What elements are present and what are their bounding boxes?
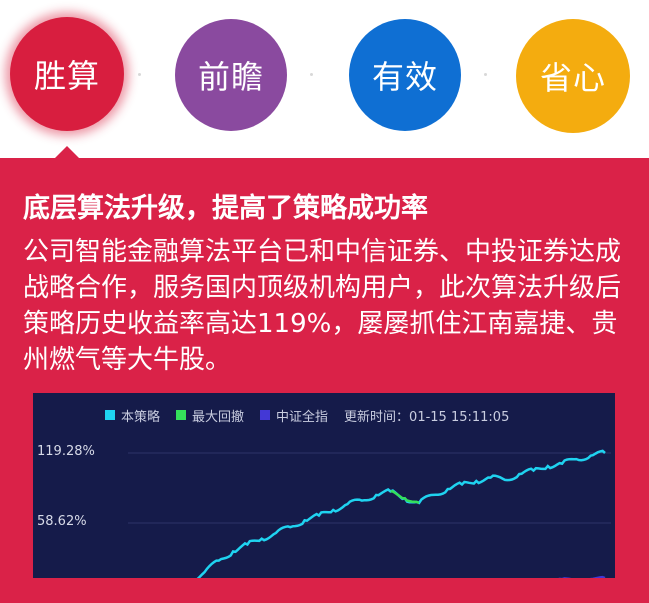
panel-pointer: [54, 146, 80, 159]
feature-win-rate[interactable]: 胜算: [10, 17, 124, 131]
chart-canvas: [128, 449, 611, 578]
y-tick-label: 58.62%: [37, 514, 87, 529]
series-strategy-line: [196, 449, 606, 578]
connector-dot: [484, 73, 487, 76]
legend-swatch: [260, 410, 271, 420]
series-drawdown-line: [390, 490, 420, 505]
legend-swatch: [176, 410, 187, 420]
chart-legend: 本策略 最大回撤 中证全指 更新时间：01-15 15:11:05: [105, 406, 525, 425]
legend-swatch: [105, 410, 115, 420]
connector-dot: [138, 73, 141, 76]
legend-item-strategy[interactable]: 本策略: [105, 406, 160, 425]
update-time-text: 更新时间：01-15 15:11:05: [344, 409, 510, 425]
feature-worry-free[interactable]: 省心: [516, 19, 630, 133]
performance-chart: 本策略 最大回撤 中证全指 更新时间：01-15 15:11:05 119.28…: [33, 393, 615, 578]
legend-item-index[interactable]: 中证全指: [260, 406, 328, 425]
legend-label: 中证全指: [276, 409, 329, 425]
legend-label: 最大回撤: [192, 409, 245, 425]
legend-item-drawdown[interactable]: 最大回撤: [176, 406, 244, 425]
feature-foresight[interactable]: 前瞻: [175, 19, 287, 131]
panel-description: 公司智能金融算法平台已和中信证券、中投证券达成战略合作，服务国内顶级机构用户，此…: [23, 237, 622, 375]
y-tick-label: 119.28%: [37, 444, 95, 459]
legend-label: 本策略: [121, 409, 161, 425]
series-index-line: [558, 575, 606, 578]
update-time: 更新时间：01-15 15:11:05: [344, 406, 509, 425]
panel-headline: 底层算法升级，提高了策略成功率: [23, 193, 428, 224]
feature-effective[interactable]: 有效: [349, 19, 461, 131]
connector-dot: [310, 73, 313, 76]
